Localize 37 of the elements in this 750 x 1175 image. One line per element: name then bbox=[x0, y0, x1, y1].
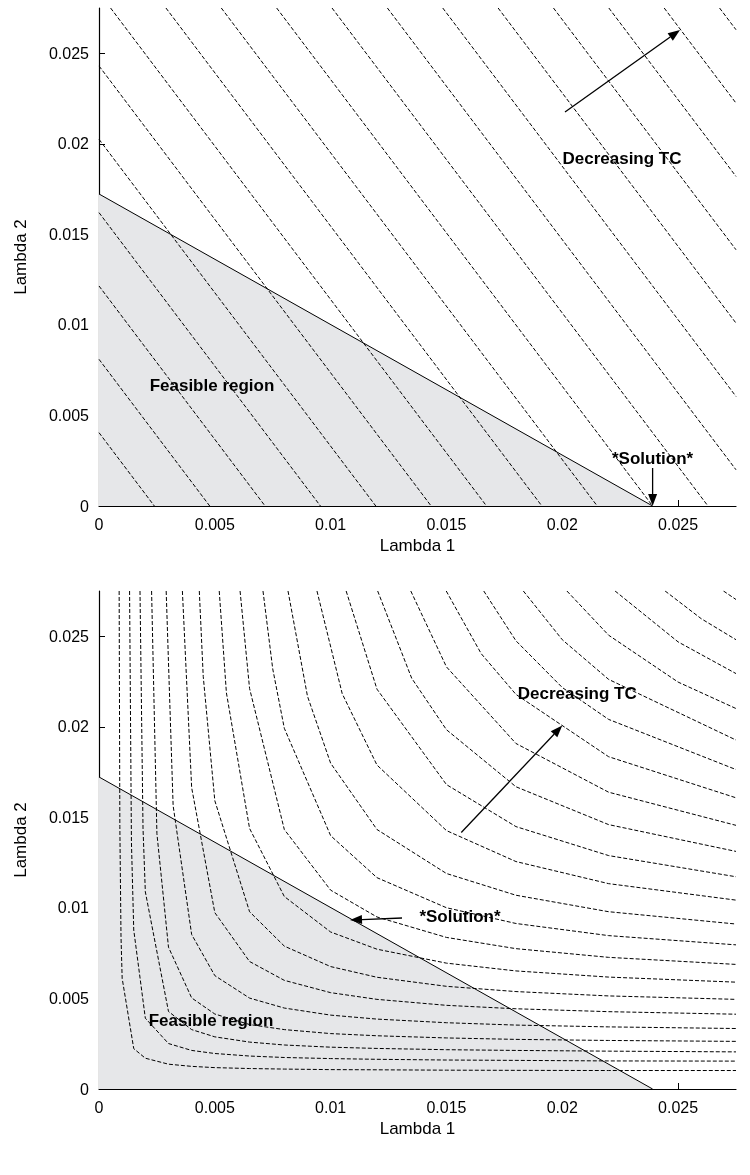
x-tick-label: 0.015 bbox=[426, 1098, 467, 1116]
x-tick-label: 0.01 bbox=[315, 1098, 347, 1116]
y-tick-label: 0.02 bbox=[57, 135, 90, 153]
x-tick-label: 0.015 bbox=[426, 515, 467, 533]
x-tick-label: 0.005 bbox=[194, 515, 235, 533]
annotation: Decreasing TC bbox=[562, 148, 682, 168]
y-tick-label: 0.015 bbox=[48, 225, 90, 243]
x-tick-label: 0.01 bbox=[315, 515, 347, 533]
y-tick-label: 0.025 bbox=[48, 44, 90, 62]
y-axis-title: Lambda 2 bbox=[11, 802, 30, 878]
x-axis-title: Lambda 1 bbox=[379, 535, 456, 555]
y-tick-label: 0 bbox=[80, 1080, 90, 1098]
y-tick-label: 0.005 bbox=[48, 406, 90, 424]
line-series bbox=[445, 590, 737, 799]
y-tick-label: 0 bbox=[80, 497, 90, 515]
x-tick-label: 0 bbox=[94, 515, 104, 533]
y-tick-label: 0.025 bbox=[48, 627, 90, 645]
line-series bbox=[410, 590, 737, 826]
x-tick-label: 0.005 bbox=[194, 1098, 235, 1116]
line-series bbox=[483, 590, 737, 771]
annotation: *Solution* bbox=[612, 448, 694, 468]
x-axis-title: Lambda 1 bbox=[379, 1118, 456, 1138]
y-tick-label: 0.005 bbox=[48, 989, 90, 1007]
y-axis-title: Lambda 2 bbox=[11, 219, 30, 295]
x-tick-label: 0.025 bbox=[658, 515, 699, 533]
x-tick-label: 0 bbox=[94, 1098, 104, 1116]
line-series bbox=[377, 590, 737, 852]
y-tick-label: 0.01 bbox=[57, 316, 90, 334]
y-tick-label: 0.015 bbox=[48, 808, 90, 826]
x-tick-label: 0.02 bbox=[546, 1098, 578, 1116]
x-tick-label: 0.02 bbox=[546, 515, 578, 533]
annotation: Decreasing TC bbox=[517, 684, 637, 704]
annotation: *Solution* bbox=[419, 906, 501, 926]
y-tick-label: 0.01 bbox=[57, 899, 90, 917]
x-tick-label: 0.025 bbox=[658, 1098, 699, 1116]
y-tick-label: 0.02 bbox=[57, 718, 90, 736]
annotation: Feasible region bbox=[149, 375, 275, 395]
